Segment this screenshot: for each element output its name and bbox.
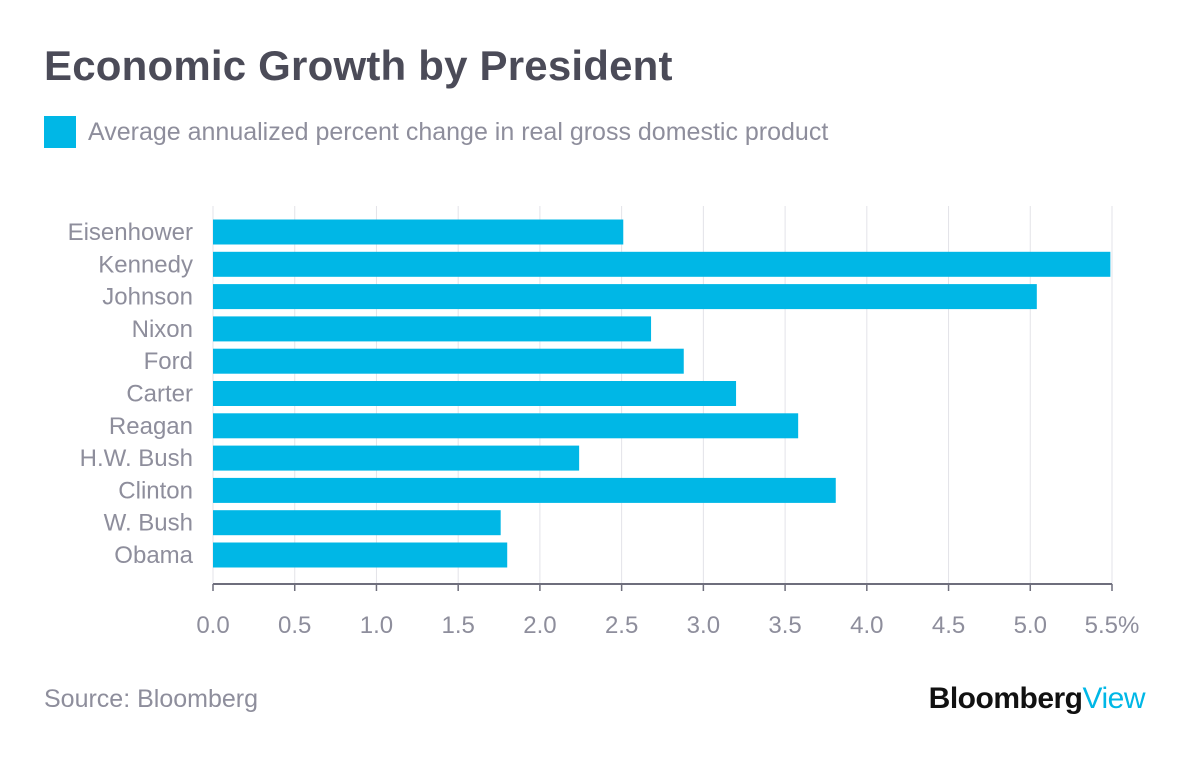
x-tick-label: 4.0 <box>850 612 883 639</box>
category-label: Kennedy <box>98 251 193 278</box>
category-label: Ford <box>144 348 193 375</box>
category-label: Carter <box>126 381 193 408</box>
bar <box>213 413 799 439</box>
category-label: Reagan <box>109 413 193 440</box>
bar <box>213 251 1111 277</box>
legend-swatch <box>44 116 76 148</box>
category-label: H.W. Bush <box>80 445 193 472</box>
bar <box>213 348 684 374</box>
chart-title: Economic Growth by President <box>44 42 673 89</box>
bar <box>213 316 652 342</box>
category-label: Nixon <box>132 316 193 343</box>
category-label: Eisenhower <box>68 219 193 246</box>
x-axis: 0.0 0.5 1.0 1.5 2.0 2.5 3.0 3.5 4.0 4.5 5.0 5.5% <box>196 583 1140 639</box>
source-note: Source: Bloomberg <box>44 685 259 713</box>
bar <box>213 510 501 536</box>
x-tick-label: 3.0 <box>687 612 720 639</box>
legend: Average annualized percent change in rea… <box>44 116 828 148</box>
bar <box>213 445 580 471</box>
x-tick-label: 2.5 <box>605 612 638 639</box>
x-tick-label: 1.0 <box>360 612 393 639</box>
bar <box>213 284 1037 310</box>
x-tick-label: 0.0 <box>196 612 229 639</box>
x-tick-label: 5.5% <box>1085 612 1140 639</box>
x-tick-label: 4.5 <box>932 612 965 639</box>
category-label: Obama <box>114 542 193 569</box>
x-tick-label: 1.5 <box>441 612 474 639</box>
brand-logo: BloombergView <box>928 682 1146 716</box>
category-label: Johnson <box>102 284 193 311</box>
x-tick-label: 5.0 <box>1014 612 1047 639</box>
x-tick-label: 3.5 <box>768 612 801 639</box>
category-label: Clinton <box>118 477 193 504</box>
brand-main: Bloomberg <box>928 682 1083 715</box>
bar <box>213 542 508 568</box>
x-tick-label: 2.0 <box>523 612 556 639</box>
legend-label: Average annualized percent change in rea… <box>88 117 829 146</box>
x-tick-label: 0.5 <box>278 612 311 639</box>
bar <box>213 477 836 503</box>
bar <box>213 381 737 406</box>
bar <box>213 219 624 245</box>
brand-accent: View <box>1082 682 1146 715</box>
category-labels: Eisenhower Kennedy Johnson Nixon Ford Carter R… <box>68 219 194 569</box>
bars <box>213 219 1111 568</box>
category-label: W. Bush <box>104 510 193 537</box>
